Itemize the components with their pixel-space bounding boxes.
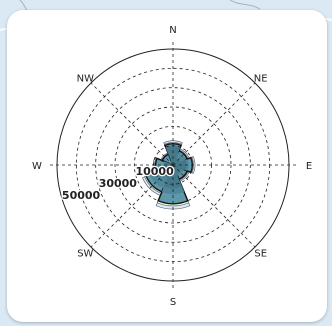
- ring-label-50000: 50000: [62, 189, 101, 202]
- direction-label-n: N: [169, 25, 176, 36]
- wind-rose-card: N NE E SE S SW W NW 10000 30000 50000: [7, 10, 327, 322]
- direction-label-nw: NW: [77, 73, 94, 84]
- direction-label-w: W: [32, 161, 42, 172]
- rose-ring-30000: [114, 106, 232, 224]
- rose-spoke-sw: [90, 164, 174, 248]
- ring-label-30000: 30000: [99, 177, 138, 190]
- ring-label-10000: 10000: [135, 165, 174, 178]
- rose-sector-s3-w: [165, 162, 173, 168]
- rose-ring-40000: [95, 87, 251, 243]
- rose-grid: [47, 39, 299, 291]
- direction-label-se: SE: [254, 249, 267, 260]
- rose-spoke-se: [172, 164, 256, 248]
- rose-spoke-nw: [90, 82, 174, 166]
- direction-label-e: E: [306, 161, 312, 172]
- rose-sector-s3-s: [164, 165, 182, 189]
- rose-spoke-ne: [172, 82, 256, 166]
- rose-sector-s3-n: [165, 145, 181, 165]
- direction-label-sw: SW: [77, 249, 93, 260]
- direction-label-ne: NE: [254, 73, 268, 84]
- direction-label-s: S: [170, 297, 176, 308]
